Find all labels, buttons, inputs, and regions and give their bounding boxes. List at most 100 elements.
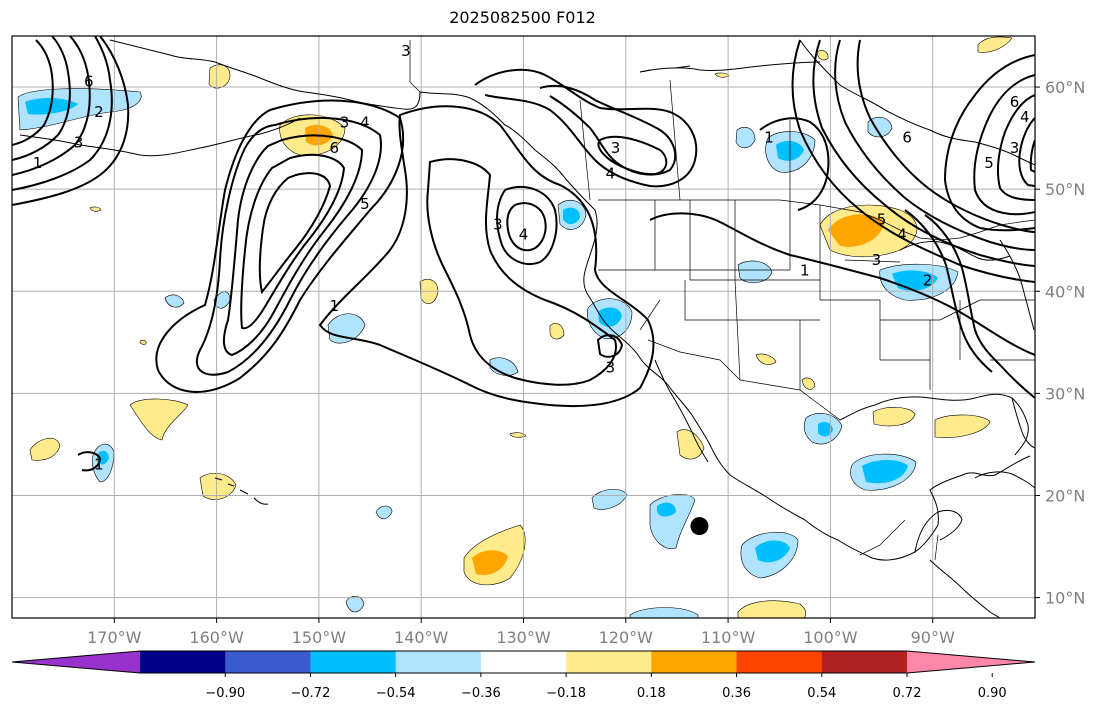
contour-line xyxy=(904,209,993,373)
shade-patch xyxy=(934,414,991,438)
contour-line xyxy=(996,94,1035,201)
colorbar-tick-label: 0.18 xyxy=(637,686,666,701)
shade-patch xyxy=(867,116,893,138)
shade-patch xyxy=(801,377,816,390)
contour-label: 6 xyxy=(902,129,912,147)
shade-patch xyxy=(89,206,102,212)
storm-center-dot[interactable] xyxy=(690,517,709,536)
contour-line xyxy=(318,105,655,408)
contour-label: 4 xyxy=(360,113,370,131)
colorbar-cell xyxy=(480,651,567,673)
lon-tick-label: 140°W xyxy=(394,628,449,647)
contour-label: 3 xyxy=(606,358,616,376)
lat-tick-label: 20°N xyxy=(1045,486,1085,505)
map-title: 2025082500 F012 xyxy=(449,8,596,27)
colorbar-cell xyxy=(225,651,311,673)
contour-label: 4 xyxy=(519,226,529,244)
lon-tick-label: 170°W xyxy=(87,628,142,647)
colorbar-tick-label: −0.18 xyxy=(546,686,586,701)
contour-line xyxy=(924,214,1035,399)
contour-label: 1 xyxy=(800,261,810,279)
shade-patch xyxy=(29,437,61,461)
shade-patch xyxy=(828,214,885,247)
contour-label: 3 xyxy=(493,215,503,233)
contour-line xyxy=(426,158,617,386)
border-us-mexico xyxy=(647,339,841,421)
contour-label: 5 xyxy=(877,210,887,228)
contour-line xyxy=(12,39,54,146)
contour-line xyxy=(222,134,364,357)
colorbar-tick-label: −0.36 xyxy=(461,686,501,701)
colorbar xyxy=(11,650,1036,674)
hawaii-islands xyxy=(214,477,269,505)
lat-tick-label: 30°N xyxy=(1045,384,1085,403)
shade-patch xyxy=(818,422,833,437)
contour-label: 3 xyxy=(1010,139,1020,157)
contour-line xyxy=(240,153,346,330)
colorbar-tick-label: −0.72 xyxy=(291,686,331,701)
shade-patch xyxy=(737,600,807,618)
coastline-north-america xyxy=(419,91,1031,561)
shade-patch xyxy=(676,429,705,460)
lat-tick-label: 60°N xyxy=(1045,78,1085,97)
contour-label: 4 xyxy=(606,164,616,182)
shade-patch xyxy=(862,460,908,484)
coastline-alaska xyxy=(109,39,421,110)
lon-tick-label: 120°W xyxy=(599,628,654,647)
shade-patch xyxy=(549,323,565,340)
contour-label: 6 xyxy=(329,139,339,157)
contour-line xyxy=(474,68,698,188)
contour-label: 6 xyxy=(1010,93,1020,111)
lat-tick-label: 10°N xyxy=(1045,589,1085,608)
contour-line xyxy=(496,185,558,265)
contour-label: 4 xyxy=(897,226,907,244)
contour-line xyxy=(649,212,1035,356)
coastline-baja xyxy=(654,359,709,463)
border-mexico-states xyxy=(859,519,939,561)
contour-label: 3 xyxy=(340,113,350,131)
contour-lines xyxy=(12,36,1035,472)
colorbar-cell xyxy=(651,651,738,673)
colorbar-tick-label: −0.54 xyxy=(376,686,416,701)
colorbar-extend-low xyxy=(12,651,140,673)
coastline-canada-north xyxy=(639,61,821,73)
shade-patch xyxy=(649,493,696,550)
coastline-yucatan xyxy=(914,509,963,553)
colorbar-tick-labels: −0.90 −0.72 −0.54 −0.36 −0.18 0.18 0.36 0.54 0.7… xyxy=(205,673,1007,701)
graticule xyxy=(12,36,1035,618)
coastline-east-coast xyxy=(999,239,1035,331)
colorbar-tick-label: 0.36 xyxy=(722,686,751,701)
colorbar-cell xyxy=(821,651,908,673)
colorbar-cell xyxy=(395,651,482,673)
colorbar-cell xyxy=(310,651,397,673)
lat-tick-label: 40°N xyxy=(1045,282,1085,301)
shade-patch xyxy=(598,307,622,327)
shade-patch xyxy=(977,36,1013,53)
shade-patch xyxy=(164,294,185,308)
shade-patch xyxy=(563,207,580,225)
contour-line xyxy=(759,117,830,211)
contour-label: 3 xyxy=(611,139,621,157)
coastline-cuba xyxy=(974,471,1035,489)
contour-line xyxy=(12,36,130,206)
contour-label: 5 xyxy=(984,154,994,172)
contour-line xyxy=(539,84,677,176)
lon-tick-label: 110°W xyxy=(701,628,756,647)
contour-line xyxy=(597,135,668,176)
contour-label: 3 xyxy=(401,42,411,60)
shade-patch xyxy=(816,50,829,61)
shade-patch xyxy=(735,127,756,149)
coastline-hudson xyxy=(799,39,1035,166)
shade-patch xyxy=(139,339,147,345)
contour-line xyxy=(596,334,624,358)
shade-patch xyxy=(714,72,730,78)
contour-label: 4 xyxy=(1020,108,1030,126)
contour-line xyxy=(12,36,91,176)
coastline-central-america xyxy=(929,559,1001,618)
shade-patch xyxy=(472,550,508,576)
shade-patch xyxy=(375,505,393,520)
political-borders xyxy=(409,40,1035,561)
